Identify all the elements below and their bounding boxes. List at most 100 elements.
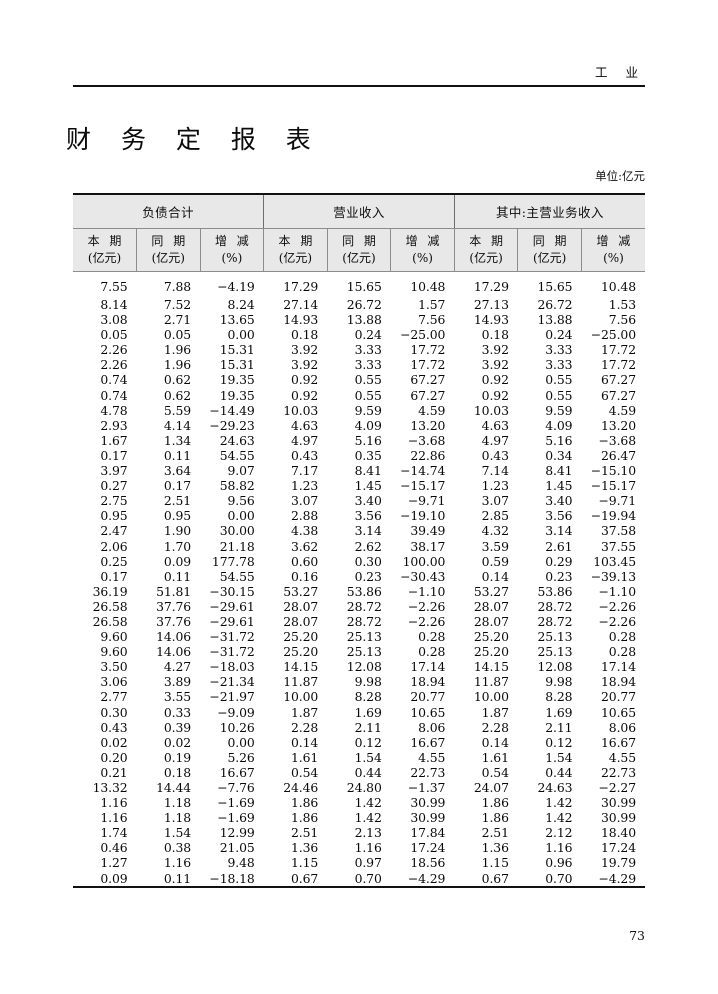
table-cell: −1.37 — [407, 780, 446, 795]
table-cell: −29.61 — [209, 613, 255, 629]
table-cell: 4.97 — [291, 432, 319, 448]
table-cell: 22.73 — [410, 764, 446, 780]
table-cell: 5.26 — [227, 749, 255, 765]
table-cell: 0.19 — [163, 749, 192, 765]
table-cell: 26.58 — [92, 613, 128, 629]
table-row: 0.21 0.18 16.67 0.54 0.44 22.73 0.54 0.44 22.73 — [73, 765, 645, 780]
table-cell: 9.59 — [545, 402, 573, 418]
table-cell: 28.72 — [346, 613, 382, 629]
table-cell: 5.59 — [163, 402, 192, 418]
table-cell: 25.20 — [473, 629, 509, 645]
table-cell: 38.17 — [410, 538, 446, 554]
table-cell: −25.00 — [400, 327, 446, 343]
table-cell: 1.54 — [354, 749, 382, 765]
table-cell: 0.70 — [354, 870, 382, 886]
table-cell: 30.99 — [601, 810, 636, 826]
table-row: 0.46 0.38 21.05 1.36 1.16 17.24 1.36 1.16 17.24 — [73, 840, 645, 855]
table-cell: 17.24 — [410, 840, 446, 856]
table-cell: 18.94 — [410, 674, 446, 690]
subheader-line2: (亿元) — [532, 251, 567, 265]
table-cell: −21.34 — [209, 674, 255, 690]
table-cell: 27.13 — [473, 297, 509, 312]
table-cell: 14.93 — [283, 312, 319, 328]
page-number: 73 — [629, 928, 645, 943]
table-row: 3.08 2.71 13.65 14.93 13.88 7.56 14.93 13.88 7.5… — [73, 312, 645, 327]
table-cell: −30.15 — [209, 583, 255, 599]
table-cell: 30.00 — [219, 523, 255, 539]
table-cell: 2.61 — [545, 538, 573, 554]
table-cell: 0.02 — [163, 734, 192, 750]
table-cell: 8.06 — [608, 719, 636, 735]
table-cell: 21.05 — [219, 840, 255, 856]
table-cell: 8.28 — [354, 689, 382, 705]
table-cell: 17.72 — [601, 342, 636, 358]
table-cell: −1.10 — [598, 583, 637, 599]
table-cell: 3.55 — [163, 689, 192, 705]
table-cell: −15.17 — [400, 478, 446, 494]
subheader-cell: 增 减 (%) — [199, 228, 264, 272]
table-cell: 17.14 — [410, 659, 446, 675]
table-row: 2.93 4.14 −29.23 4.63 4.09 13.20 4.63 4.09 13.20 — [73, 418, 645, 433]
table-cell: −2.26 — [407, 613, 446, 629]
table-row: 3.97 3.64 9.07 7.17 8.41 −14.74 7.14 8.41 −15.10 — [73, 463, 645, 478]
table-cell: 0.09 — [163, 553, 192, 569]
table-cell: 0.00 — [227, 327, 255, 343]
table-cell: 11.87 — [473, 674, 509, 690]
table-cell: −4.19 — [217, 279, 255, 295]
table-cell: 9.98 — [354, 674, 382, 690]
table-cell: 0.60 — [291, 553, 319, 569]
table-cell: 8.41 — [354, 463, 382, 479]
table-cell: 1.18 — [163, 810, 192, 826]
table-cell: 4.55 — [418, 749, 446, 765]
subheader-line2: (亿元) — [342, 251, 376, 265]
table-cell: 17.14 — [601, 659, 636, 675]
table-cell: 1.96 — [163, 342, 192, 358]
table-cell: 3.14 — [545, 523, 573, 539]
table-cell: 1.90 — [163, 523, 192, 539]
table-cell: 21.18 — [219, 538, 255, 554]
table-cell: 10.48 — [601, 279, 636, 295]
table-cell: 10.03 — [283, 402, 319, 418]
table-cell: 28.07 — [473, 613, 509, 629]
table-cell: −29.61 — [209, 598, 255, 614]
table-cell: 7.88 — [163, 279, 192, 295]
table-row: 2.75 2.51 9.56 3.07 3.40 −9.71 3.07 3.40 −9.71 — [73, 493, 645, 508]
table-cell: 16.67 — [219, 764, 255, 780]
table-cell: 17.29 — [283, 279, 319, 295]
table-cell: 19.35 — [219, 372, 255, 388]
table-cell: 0.43 — [291, 447, 319, 463]
table-cell: 1.45 — [354, 478, 382, 494]
table-cell: 1.45 — [545, 478, 573, 494]
table-cell: 53.86 — [537, 583, 573, 599]
table-cell: 28.72 — [346, 598, 382, 614]
table-cell: −4.29 — [407, 870, 446, 886]
table-cell: 10.48 — [410, 279, 446, 295]
table-cell: 0.95 — [163, 508, 192, 524]
table-cell: 13.88 — [537, 312, 573, 328]
table-cell: 22.73 — [601, 764, 636, 780]
table-cell: 30.99 — [601, 795, 636, 811]
table-cell: 67.27 — [410, 387, 446, 403]
table-cell: 0.54 — [291, 764, 319, 780]
table-cell: 8.14 — [100, 297, 128, 312]
table-cell: 3.33 — [354, 357, 382, 373]
table-cell: 1.86 — [291, 795, 319, 811]
table-cell: 4.63 — [291, 417, 319, 433]
table-cell: 14.06 — [156, 644, 192, 660]
table-cell: 28.07 — [473, 598, 509, 614]
table-cell: −29.23 — [209, 417, 255, 433]
table-cell: −19.94 — [590, 508, 636, 524]
table-row: 0.25 0.09 177.78 0.60 0.30 100.00 0.59 0.29 103.… — [73, 554, 645, 569]
table-cell: −9.71 — [407, 493, 446, 509]
table-cell: 0.55 — [354, 387, 382, 403]
table-cell: 0.38 — [163, 840, 192, 856]
table-cell: 4.09 — [545, 417, 573, 433]
table-cell: 13.20 — [601, 417, 636, 433]
table-cell: 53.27 — [473, 583, 509, 599]
table-cell: 4.78 — [100, 402, 128, 418]
table-row: 2.47 1.90 30.00 4.38 3.14 39.49 4.32 3.14 37.58 — [73, 523, 645, 538]
table-cell: 3.40 — [545, 493, 573, 509]
table-row: 8.14 7.52 8.24 27.14 26.72 1.57 27.13 26.72 1.53 — [73, 297, 645, 312]
table-row: 0.74 0.62 19.35 0.92 0.55 67.27 0.92 0.55 67.27 — [73, 388, 645, 403]
table-cell: 37.58 — [601, 523, 636, 539]
